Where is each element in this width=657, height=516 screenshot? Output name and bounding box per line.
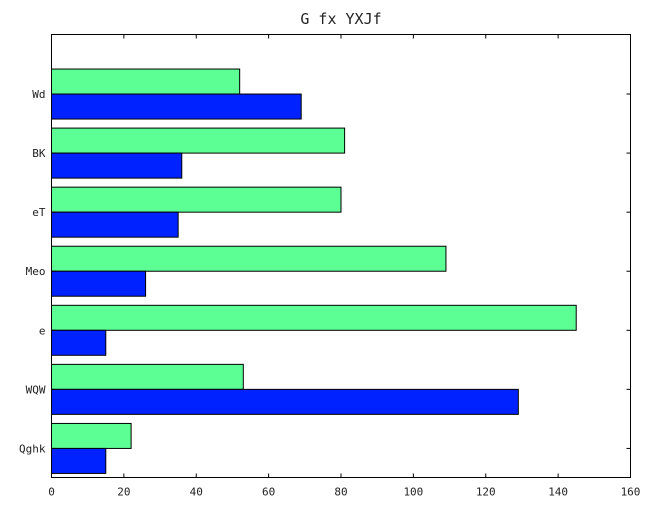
x-tick-label-40: 40 [190,486,203,499]
y-tick-label-eT: eT [32,206,46,219]
y-tick-label-Qghk: Qghk [19,442,46,455]
bar-Meo-series-2 [51,245,447,272]
y-tick-label-Wd: Wd [32,88,45,101]
x-tick-label-160: 160 [621,486,641,499]
x-tick-label-80: 80 [334,486,347,499]
chart-title: G fx YXJf [300,10,381,28]
bar-BK-series-1 [51,152,183,179]
y-tick-label-BK: BK [32,147,46,160]
x-tick-label-100: 100 [403,486,423,499]
y-tick-label-Meo: Meo [26,265,46,278]
y-tick-label-WQW: WQW [26,383,46,396]
plot-frame [51,34,631,478]
bar-WQW-series-1 [51,388,519,415]
bar-Wd-series-1 [51,93,302,120]
bar-e-series-2 [51,304,577,331]
x-tick-label-120: 120 [476,486,496,499]
x-tick-label-20: 20 [117,486,130,499]
bar-Qghk-series-1 [51,447,107,474]
x-tick-label-60: 60 [262,486,275,499]
bar-eT-series-2 [51,186,342,213]
ticks-layer: Qghk WQW e Meo eT BK Wd 0 20 40 60 80 100 120 140 160 [19,34,641,499]
x-tick-label-140: 140 [548,486,568,499]
bar-eT-series-1 [51,211,179,238]
bar-WQW-series-2 [51,363,244,390]
y-tick-label-e: e [39,324,46,337]
bar-Qghk-series-2 [51,422,132,449]
x-tick-label-0: 0 [48,486,55,499]
bar-e-series-1 [51,329,107,356]
bar-Meo-series-1 [51,270,147,297]
bar-Wd-series-2 [51,68,241,95]
bar-BK-series-2 [51,127,346,154]
bars-layer [51,68,577,474]
